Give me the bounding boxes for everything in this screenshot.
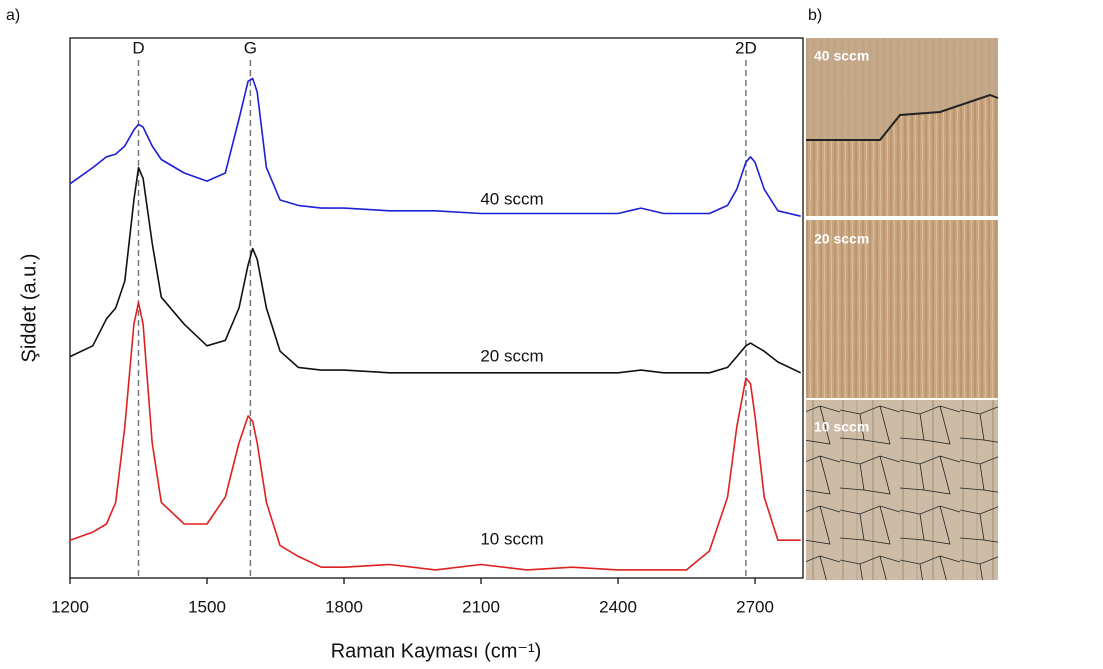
peak-label: 2D: [735, 38, 757, 57]
x-tick-label: 2100: [462, 597, 500, 616]
panel-label: b): [808, 7, 822, 24]
micrograph-edge: [806, 93, 999, 141]
peak-label: D: [132, 38, 144, 57]
micrographs: [806, 38, 1084, 580]
micrograph-label: 10 sccm: [814, 419, 869, 435]
micrograph: [806, 400, 998, 580]
x-tick-label: 1200: [51, 597, 89, 616]
series-label: 10 sccm: [480, 529, 543, 548]
series-label: 40 sccm: [480, 189, 543, 208]
x-axis-label: Raman Kayması (cm⁻¹): [331, 640, 542, 662]
series-line: [69, 301, 801, 571]
x-tick-label: 1500: [188, 597, 226, 616]
panel-label: a): [6, 7, 20, 24]
micrograph-label: 20 sccm: [814, 231, 869, 247]
micrograph-region: [806, 38, 998, 140]
series-line: [69, 77, 801, 217]
peak-label: G: [244, 38, 257, 57]
micrograph-label: 40 sccm: [814, 48, 869, 64]
x-tick-label: 2400: [599, 597, 637, 616]
x-tick-label: 2700: [736, 597, 774, 616]
x-tick-label: 1800: [325, 597, 363, 616]
plot-frame: [69, 37, 804, 579]
y-axis-label: Şiddet (a.u.): [18, 254, 40, 363]
series-line: [69, 166, 802, 374]
micrograph: [806, 220, 998, 398]
series-label: 20 sccm: [480, 346, 543, 365]
